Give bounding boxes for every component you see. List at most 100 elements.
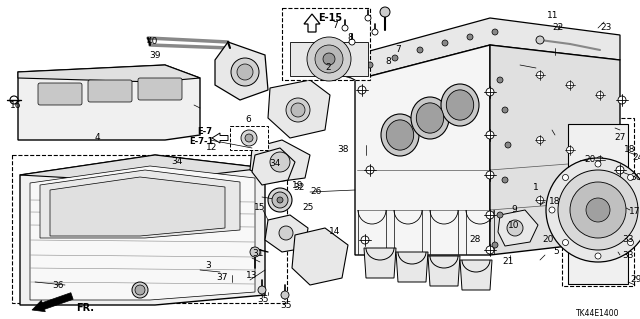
Text: 28: 28 — [469, 235, 481, 244]
Circle shape — [241, 130, 257, 146]
Polygon shape — [215, 42, 268, 100]
Text: 36: 36 — [52, 280, 64, 290]
Circle shape — [536, 71, 543, 78]
Circle shape — [250, 247, 260, 257]
Text: 7: 7 — [332, 20, 338, 29]
Circle shape — [291, 103, 305, 117]
Circle shape — [486, 246, 494, 254]
Circle shape — [505, 142, 511, 148]
Text: 30: 30 — [630, 174, 640, 182]
Circle shape — [349, 39, 355, 45]
Text: 39: 39 — [149, 50, 161, 60]
Polygon shape — [252, 148, 295, 185]
Text: TK44E1400: TK44E1400 — [576, 308, 620, 317]
Circle shape — [132, 282, 148, 298]
Text: 17: 17 — [629, 207, 640, 217]
FancyBboxPatch shape — [38, 83, 82, 105]
Text: 27: 27 — [614, 133, 626, 143]
Text: 35: 35 — [257, 295, 269, 305]
Text: 4: 4 — [94, 133, 100, 143]
FancyBboxPatch shape — [138, 78, 182, 100]
Polygon shape — [265, 215, 308, 252]
Circle shape — [546, 158, 640, 262]
Text: FR.: FR. — [76, 303, 94, 313]
Polygon shape — [50, 177, 225, 236]
Text: 34: 34 — [269, 159, 281, 167]
Circle shape — [486, 171, 494, 179]
Circle shape — [365, 15, 371, 21]
Circle shape — [549, 207, 555, 213]
Circle shape — [486, 88, 494, 96]
Text: 15: 15 — [254, 204, 266, 212]
Text: 32: 32 — [293, 183, 305, 192]
Circle shape — [628, 174, 634, 181]
Circle shape — [417, 47, 423, 53]
Text: 26: 26 — [310, 188, 322, 197]
Text: 20: 20 — [542, 235, 554, 244]
FancyBboxPatch shape — [12, 155, 287, 303]
FancyBboxPatch shape — [230, 126, 268, 150]
Circle shape — [258, 286, 266, 294]
FancyBboxPatch shape — [562, 118, 634, 286]
Circle shape — [277, 197, 283, 203]
Text: 37: 37 — [216, 273, 228, 283]
Polygon shape — [428, 256, 460, 286]
Circle shape — [315, 45, 343, 73]
Circle shape — [502, 107, 508, 113]
Circle shape — [342, 25, 348, 31]
Ellipse shape — [387, 120, 413, 150]
Text: E-7-1: E-7-1 — [189, 137, 214, 146]
Circle shape — [628, 240, 634, 246]
Polygon shape — [30, 166, 255, 300]
Circle shape — [616, 166, 624, 174]
Text: 8: 8 — [385, 57, 391, 66]
Circle shape — [307, 37, 351, 81]
Circle shape — [279, 226, 293, 240]
Circle shape — [245, 134, 253, 142]
Text: 7: 7 — [395, 46, 401, 55]
Circle shape — [323, 53, 335, 65]
Text: 18: 18 — [624, 145, 636, 154]
Text: 10: 10 — [508, 220, 520, 229]
Circle shape — [563, 174, 568, 181]
Circle shape — [272, 192, 288, 208]
Polygon shape — [18, 65, 200, 82]
Text: 2: 2 — [325, 63, 331, 71]
Circle shape — [502, 177, 508, 183]
Text: 6: 6 — [245, 115, 251, 124]
Text: 35: 35 — [280, 300, 292, 309]
Circle shape — [442, 40, 448, 46]
Polygon shape — [355, 45, 490, 255]
Polygon shape — [40, 170, 240, 238]
Text: 34: 34 — [172, 158, 182, 167]
Polygon shape — [490, 45, 620, 255]
Circle shape — [367, 62, 373, 68]
Circle shape — [372, 29, 378, 35]
Circle shape — [486, 211, 494, 219]
Circle shape — [536, 36, 544, 44]
Polygon shape — [292, 228, 348, 285]
Polygon shape — [355, 18, 620, 80]
Circle shape — [596, 157, 604, 164]
Polygon shape — [568, 124, 628, 284]
Text: 20: 20 — [584, 155, 596, 165]
Text: 23: 23 — [600, 24, 612, 33]
FancyBboxPatch shape — [282, 8, 370, 80]
Text: 19: 19 — [292, 181, 304, 189]
Polygon shape — [460, 260, 492, 290]
Text: 33: 33 — [622, 235, 634, 244]
Circle shape — [486, 131, 494, 139]
Circle shape — [366, 166, 374, 174]
Circle shape — [497, 77, 503, 83]
FancyArrow shape — [212, 133, 228, 143]
Text: 33: 33 — [622, 250, 634, 259]
Text: 11: 11 — [547, 11, 559, 19]
Polygon shape — [250, 140, 310, 182]
Circle shape — [570, 182, 626, 238]
Ellipse shape — [417, 103, 444, 133]
Polygon shape — [396, 252, 428, 282]
Circle shape — [392, 55, 398, 61]
Text: 22: 22 — [552, 23, 564, 32]
Ellipse shape — [441, 84, 479, 126]
Polygon shape — [20, 155, 265, 305]
